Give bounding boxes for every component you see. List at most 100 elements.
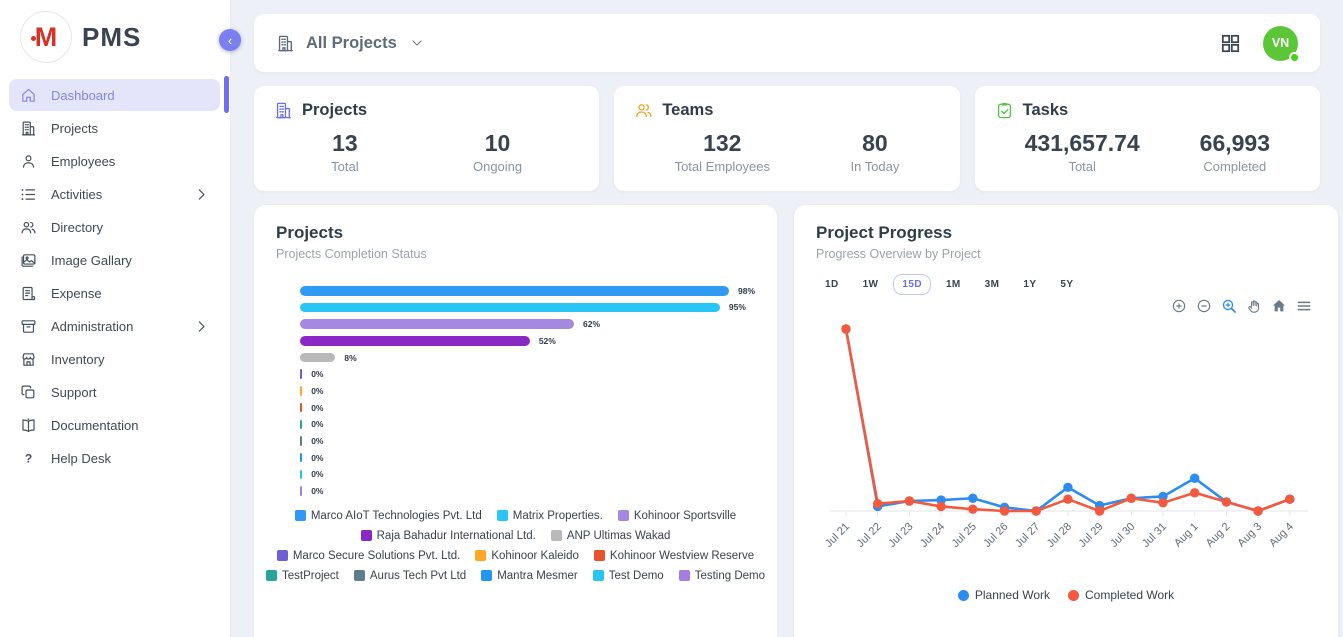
bar-row[interactable]: 8% [300,353,755,363]
legend-item-raja-bahadur-international-ltd-[interactable]: Raja Bahadur International Ltd. [360,530,536,542]
legend-label: Marco Secure Solutions Pvt. Ltd. [292,549,461,562]
sidebar-item-directory[interactable]: Directory [9,211,220,243]
sidebar-item-expense[interactable]: Expense [9,277,220,309]
legend-item-matrix-properties-[interactable]: Matrix Properties. [496,510,603,522]
svg-text:Aug 2: Aug 2 [1204,521,1233,550]
progress-panel-title: Project Progress [816,223,953,242]
range-button-15d[interactable]: 15D [893,274,931,295]
bar-row[interactable]: 0% [300,436,755,446]
stat-metric: 66,993 Completed [1200,130,1270,174]
legend-dot [957,589,969,601]
range-button-1y[interactable]: 1Y [1014,274,1045,295]
range-button-3m[interactable]: 3M [976,274,1009,295]
legend-label: Testing Demo [694,569,766,582]
bar-value-label: 0% [311,469,324,480]
bar-row[interactable]: 0% [300,419,755,429]
selection-zoom-icon[interactable] [1221,298,1237,314]
bar-row[interactable]: 98% [300,286,755,296]
sidebar-item-activities[interactable]: Activities [9,178,220,210]
range-button-5y[interactable]: 5Y [1051,274,1082,295]
sidebar-item-label: Activities [51,186,103,202]
bar-row[interactable]: 0% [300,453,755,463]
range-selector: 1D 1W 15D 1M 3M 1Y 5Y [816,274,1316,295]
sidebar-collapse-button[interactable]: ‹ [219,29,241,51]
bar-row[interactable]: 62% [300,319,755,329]
sidebar-item-projects[interactable]: Projects [9,112,220,144]
projects-panel-subtitle: Projects Completion Status [276,247,427,261]
reset-home-icon[interactable] [1271,298,1287,314]
team-icon [634,101,653,120]
store-icon [20,351,37,368]
legend-item-kohinoor-sportsville[interactable]: Kohinoor Sportsville [617,509,737,522]
legend-item-marco-aiot-technologies-pvt-ltd[interactable]: Marco AIoT Technologies Pvt. Ltd [294,510,482,522]
stat-metric-value: 80 [862,130,888,156]
progress-line-chart[interactable]: Jul 21 Jul 22 Jul 23 Jul 24 Jul 25 Jul 26 Jul … [816,309,1316,586]
range-button-1d[interactable]: 1D [816,274,848,295]
sidebar-item-documentation[interactable]: Documentation [9,409,220,441]
project-selector-label: All Projects [306,33,397,52]
menu-icon[interactable] [1296,298,1312,314]
bar-row[interactable]: 0% [300,469,755,480]
stat-metric-value: 431,657.74 [1024,130,1140,156]
person-icon [20,153,37,170]
legend-item-planned-work[interactable]: Planned Work [957,588,1050,602]
sidebar-scrollbar[interactable] [224,76,229,113]
progress-panel: Project Progress Progress Overview by Pr… [794,205,1338,637]
legend-item-aurus-tech-pvt-ltd[interactable]: Aurus Tech Pvt Ltd [353,569,467,582]
zoom-in-icon[interactable] [1171,298,1187,314]
bar-value-label: 0% [311,486,324,496]
legend-label: Aurus Tech Pvt Ltd [369,569,467,582]
list-icon [20,186,37,203]
bar-row[interactable]: 0% [300,403,755,413]
user-avatar[interactable]: VN [1263,25,1300,63]
zoom-out-icon[interactable] [1196,298,1212,314]
legend-item-completed-work[interactable]: Completed Work [1068,588,1174,602]
legend-item-anp-ultimas-wakad[interactable]: ANP Ultimas Wakad [550,530,670,542]
sidebar-item-support[interactable]: Support [9,376,220,408]
sidebar-item-label: Image Gallary [51,252,132,268]
bar-value-label: 52% [538,335,556,346]
stat-card-teams: Teams 132 Total Employees 80 In Today [614,86,960,191]
people-icon [20,219,37,236]
sidebar-item-label: Expense [51,285,102,301]
pan-icon[interactable] [1246,298,1262,314]
range-button-1m[interactable]: 1M [937,274,970,295]
sidebar-item-dashboard[interactable]: Dashboard [9,79,220,111]
legend-swatch [481,570,493,582]
bar-row[interactable]: 95% [300,302,755,312]
chevron-right-icon [193,186,210,203]
sidebar-item-inventory[interactable]: Inventory [9,343,220,375]
svg-text:Jul 26: Jul 26 [981,521,1010,550]
legend-item-mantra-mesmer[interactable]: Mantra Mesmer [481,570,578,582]
home-icon [20,87,37,104]
bar-row[interactable]: 52% [300,336,755,346]
legend-item-testproject[interactable]: TestProject [266,570,339,582]
chevron-right-icon [193,318,210,335]
main-content: All Projects VN Projects 13 Total 10 Ong… [231,0,1343,637]
legend-item-marco-secure-solutions-pvt-ltd-[interactable]: Marco Secure Solutions Pvt. Ltd. [276,549,461,562]
apps-grid-icon[interactable] [1220,33,1241,54]
sidebar-item-label: Directory [51,219,104,235]
sidebar-item-label: Help Desk [51,450,111,466]
legend-item-kohinoor-westview-reserve[interactable]: Kohinoor Westview Reserve [593,550,754,562]
bar-row[interactable]: 0% [300,486,755,496]
project-selector[interactable]: All Projects [276,34,424,53]
svg-text:Jul 29: Jul 29 [1076,521,1105,550]
sidebar-item-help-desk[interactable]: ? Help Desk [9,442,220,474]
sidebar-item-administration[interactable]: Administration [9,310,220,342]
bar-row[interactable]: 0% [300,386,755,396]
legend-item-test-demo[interactable]: Test Demo [592,570,664,582]
legend-swatch [593,550,605,562]
bar-value-label: 8% [344,352,357,363]
sidebar-item-image-gallary[interactable]: Image Gallary [9,244,220,276]
sidebar-item-employees[interactable]: Employees [9,145,220,177]
bar-row[interactable]: 0% [300,369,755,379]
legend-label: Kohinoor Sportsville [633,509,737,522]
bar-value-label: 0% [311,435,324,446]
svg-text:Aug 4: Aug 4 [1267,521,1296,550]
legend-item-testing-demo[interactable]: Testing Demo [678,569,766,582]
stat-metric-label: Total [1068,159,1096,174]
line-chart-svg: Jul 21 Jul 22 Jul 23 Jul 24 Jul 25 Jul 26 Jul … [823,324,1308,550]
legend-item-kohinoor-kaleido[interactable]: Kohinoor Kaleido [475,550,579,562]
range-button-1w[interactable]: 1W [854,274,888,295]
